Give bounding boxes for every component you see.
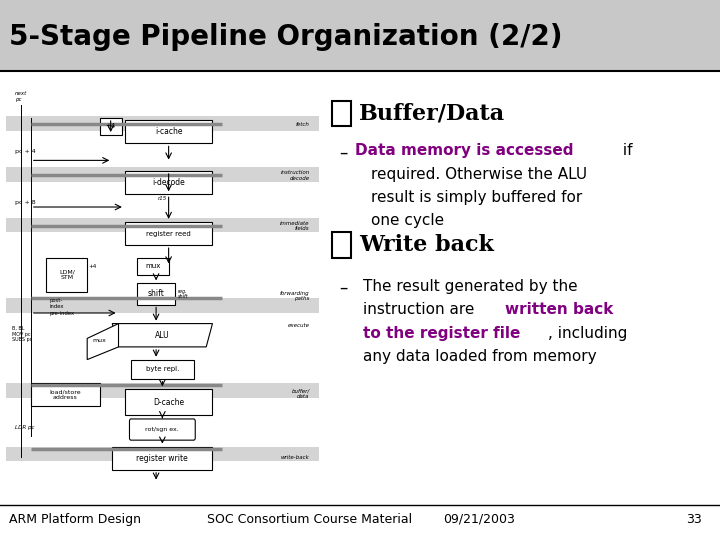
Text: register write: register write xyxy=(137,454,188,463)
Text: immediate
fields: immediate fields xyxy=(280,221,310,232)
Text: written back: written back xyxy=(505,302,613,318)
Text: r15: r15 xyxy=(158,197,167,201)
Text: reg.
shift: reg. shift xyxy=(178,288,189,299)
Text: next
pc: next pc xyxy=(15,91,27,102)
Text: , including: , including xyxy=(548,326,627,341)
Bar xyxy=(6,298,319,313)
Bar xyxy=(125,171,212,194)
Bar xyxy=(6,116,319,131)
Text: load/store
address: load/store address xyxy=(50,389,81,400)
Text: instruction
decode: instruction decode xyxy=(280,170,310,180)
Text: to the register file: to the register file xyxy=(364,326,521,341)
Bar xyxy=(6,167,319,181)
Text: any data loaded from memory: any data loaded from memory xyxy=(364,349,597,364)
Bar xyxy=(6,218,319,232)
Text: –: – xyxy=(340,144,348,161)
Text: 09/21/2003: 09/21/2003 xyxy=(443,513,515,526)
Bar xyxy=(131,360,194,379)
Bar xyxy=(47,258,87,292)
Text: instruction are: instruction are xyxy=(364,302,480,318)
Bar xyxy=(6,383,319,398)
Text: ALU: ALU xyxy=(155,330,170,340)
Polygon shape xyxy=(112,323,212,347)
Text: execute: execute xyxy=(287,323,310,328)
Bar xyxy=(125,389,212,415)
Text: pc + 8: pc + 8 xyxy=(15,200,36,205)
Text: rot/sgn ex.: rot/sgn ex. xyxy=(145,427,179,432)
Bar xyxy=(112,447,212,470)
Text: LDR pc: LDR pc xyxy=(15,425,35,430)
Text: byte repl.: byte repl. xyxy=(145,366,179,372)
Text: mux: mux xyxy=(93,338,107,343)
Text: forwarding
paths: forwarding paths xyxy=(280,291,310,301)
Text: register reed: register reed xyxy=(146,231,191,237)
Text: –: – xyxy=(340,279,348,297)
Text: if: if xyxy=(618,144,633,158)
Bar xyxy=(138,284,175,305)
Bar xyxy=(138,258,168,275)
Text: buffer/
data: buffer/ data xyxy=(292,388,310,399)
Text: result is simply buffered for: result is simply buffered for xyxy=(371,190,582,205)
Bar xyxy=(31,383,99,406)
Text: Data memory is accessed: Data memory is accessed xyxy=(356,144,574,158)
Text: ARM Platform Design: ARM Platform Design xyxy=(9,513,140,526)
Text: +4: +4 xyxy=(89,264,97,269)
Bar xyxy=(6,447,319,461)
Bar xyxy=(125,222,212,245)
Text: Buffer/Data: Buffer/Data xyxy=(359,103,505,125)
Bar xyxy=(332,232,351,258)
Text: shift: shift xyxy=(148,289,165,299)
Text: write-back: write-back xyxy=(281,455,310,460)
Text: one cycle: one cycle xyxy=(371,213,444,228)
Text: B, BL
MOV pc
SUBS pc: B, BL MOV pc SUBS pc xyxy=(12,326,32,342)
Text: 5-Stage Pipeline Organization (2/2): 5-Stage Pipeline Organization (2/2) xyxy=(9,23,562,51)
Text: +4: +4 xyxy=(106,124,116,130)
Polygon shape xyxy=(87,323,119,360)
Text: SOC Consortium Course Material: SOC Consortium Course Material xyxy=(207,513,412,526)
Text: D-cache: D-cache xyxy=(153,397,184,407)
Text: pre-index: pre-index xyxy=(50,311,75,316)
Bar xyxy=(332,101,351,126)
Text: i-cache: i-cache xyxy=(155,127,182,136)
Text: LDM/
STM: LDM/ STM xyxy=(59,269,75,280)
Text: mux: mux xyxy=(145,264,161,269)
FancyBboxPatch shape xyxy=(130,419,195,440)
Text: The result generated by the: The result generated by the xyxy=(364,279,578,294)
Text: Write back: Write back xyxy=(359,234,494,256)
Bar xyxy=(99,118,122,135)
Text: required. Otherwise the ALU: required. Otherwise the ALU xyxy=(371,167,588,182)
Bar xyxy=(125,120,212,144)
Text: fetch: fetch xyxy=(296,122,310,127)
Text: 33: 33 xyxy=(686,513,702,526)
Text: pc + 4: pc + 4 xyxy=(15,150,36,154)
Text: post-
index: post- index xyxy=(50,298,64,309)
Text: i-decode: i-decode xyxy=(152,178,185,187)
